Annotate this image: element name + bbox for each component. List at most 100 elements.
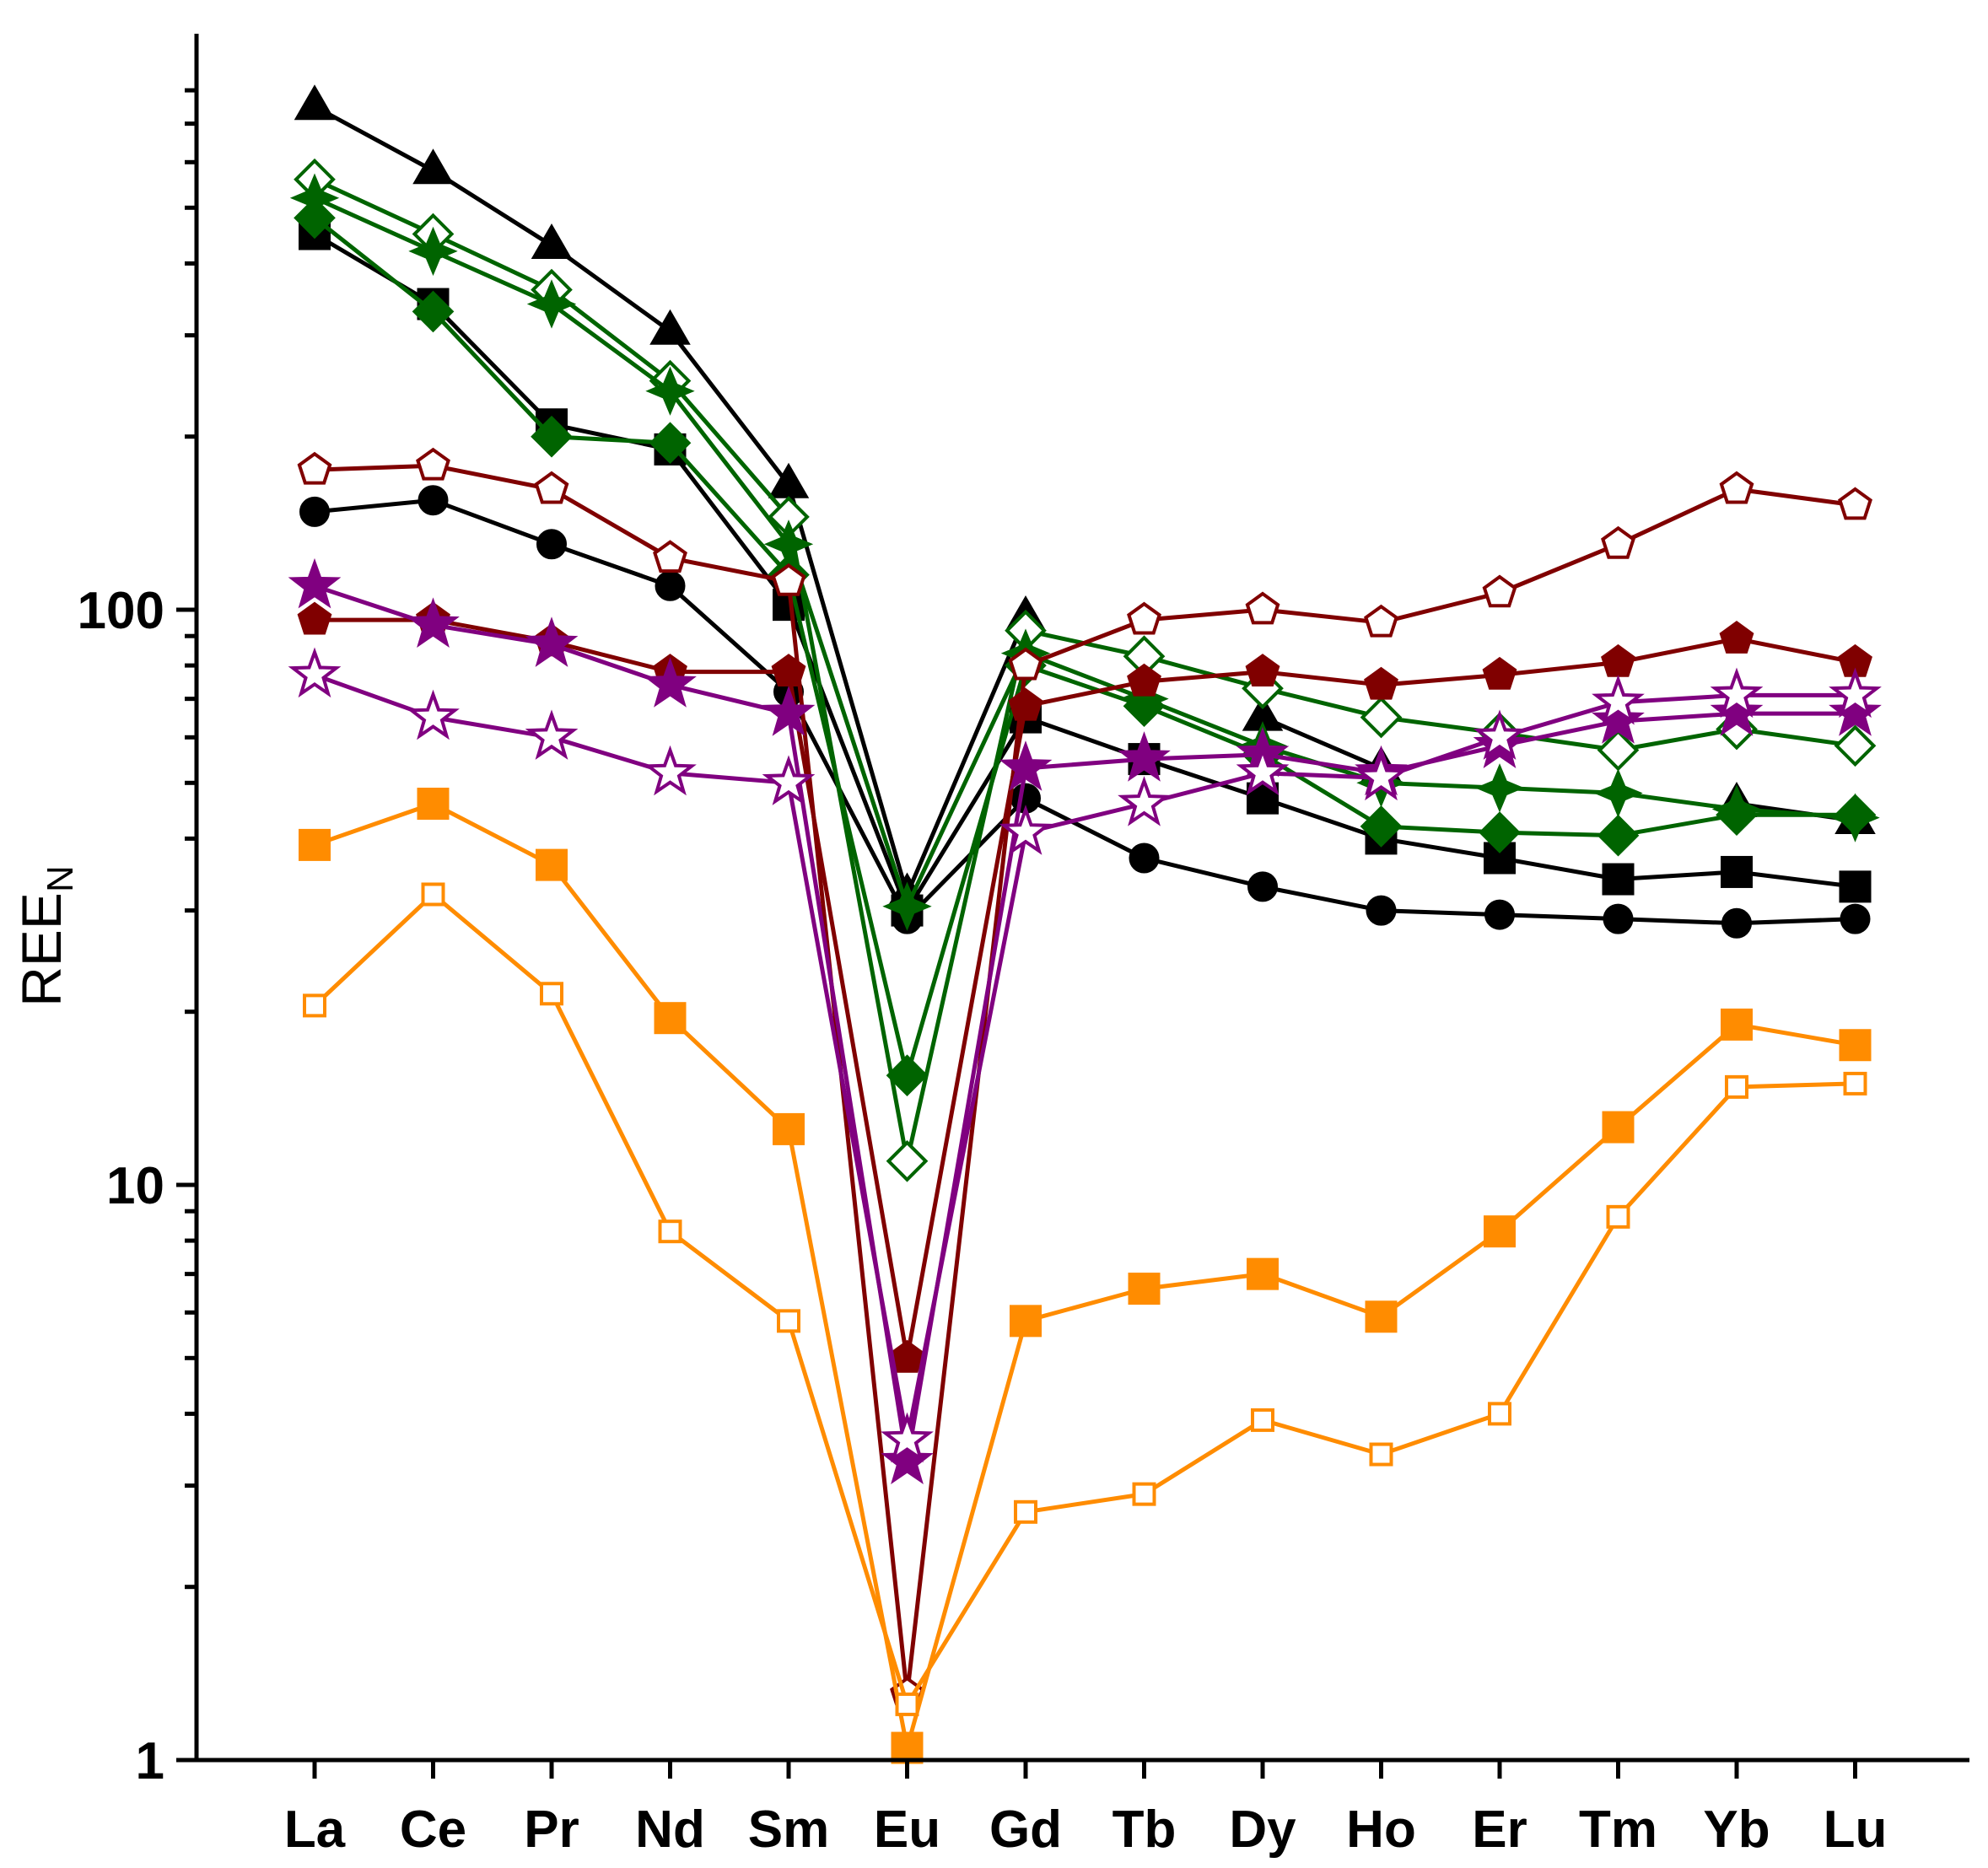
data-point-eu [890, 1339, 924, 1373]
data-point-tb [1127, 663, 1161, 697]
series-1 [294, 84, 1876, 908]
data-point-eu [881, 1434, 934, 1484]
data-point-lu [1838, 487, 1872, 520]
data-point-lu [1839, 870, 1872, 903]
data-point-ho [1369, 1442, 1393, 1467]
series-4 [294, 158, 1877, 1182]
data-point-yb [1725, 1074, 1748, 1099]
data-point-yb [1711, 784, 1762, 834]
data-point-lu [1834, 724, 1877, 767]
data-point-er [1473, 709, 1527, 760]
plot-series [288, 84, 1882, 1764]
data-point-tm [1603, 903, 1634, 934]
data-point-tm [1592, 674, 1645, 725]
data-point-ho [1360, 696, 1403, 739]
data-point-eu [895, 1692, 919, 1716]
data-point-dy [1236, 745, 1290, 796]
data-point-lu [1840, 903, 1871, 934]
x-tick-label-eu: Eu [874, 1801, 940, 1859]
x-tick-label-la: La [284, 1801, 346, 1859]
data-point-yb [1710, 686, 1764, 736]
y-axis-title-main: REE [10, 892, 73, 1007]
x-tick-label-sm: Sm [748, 1801, 829, 1859]
data-point-tb [1129, 842, 1160, 874]
x-axis: La Ce Pr Nd Sm Eu Gd Tb Dy Ho Er Tm Yb Lu [197, 1758, 1969, 1859]
data-point-ho [1364, 666, 1398, 700]
data-point-nd [649, 309, 691, 345]
y-axis-title: REEN [10, 865, 81, 1007]
data-point-er [1482, 574, 1517, 608]
series-line [1262, 715, 1382, 771]
data-point-tm [1597, 814, 1640, 857]
data-point-ho [1365, 1300, 1398, 1333]
series-line [314, 498, 1856, 926]
data-point-ce [417, 787, 450, 820]
data-point-er [1474, 763, 1525, 813]
data-point-eu [886, 1054, 929, 1097]
data-point-ce [407, 689, 460, 740]
data-point-yb [1710, 667, 1764, 719]
series-line [313, 232, 1856, 913]
data-point-tb [1118, 731, 1171, 782]
data-point-sm [762, 755, 816, 805]
data-point-eu [881, 1412, 934, 1463]
data-point-pr [534, 471, 569, 504]
data-point-tm [1606, 1204, 1630, 1229]
data-point-dy [1247, 1257, 1279, 1290]
series-5 [294, 196, 1877, 1097]
data-point-yb [1719, 621, 1754, 654]
data-point-yb [1721, 855, 1753, 888]
data-point-eu [891, 1731, 924, 1764]
data-point-lu [1829, 686, 1882, 736]
x-tick-label-ho: Ho [1346, 1801, 1416, 1859]
data-point-gd [999, 805, 1053, 855]
data-point-tb [1132, 1482, 1156, 1506]
data-point-gd [999, 740, 1053, 791]
data-point-er [1484, 1215, 1516, 1248]
data-point-ce [416, 447, 450, 481]
y-tick-label-1: 1 [136, 1732, 164, 1790]
data-point-er [1484, 899, 1515, 930]
data-point-pr [531, 415, 573, 458]
data-point-yb [1721, 907, 1752, 939]
data-point-ce [407, 597, 460, 649]
data-point-tm [1601, 525, 1635, 559]
data-point-nd [644, 745, 697, 796]
series-line [314, 463, 1856, 1697]
series-10 [288, 647, 1882, 1463]
data-point-yb [1721, 1008, 1753, 1041]
data-point-sm [771, 654, 806, 686]
data-point-lu [1829, 667, 1882, 719]
data-point-pr [531, 223, 573, 259]
data-point-sm [762, 686, 816, 736]
data-point-lu [1839, 1029, 1872, 1062]
data-point-tm [1593, 768, 1643, 818]
x-tick-label-gd: Gd [989, 1801, 1062, 1859]
y-tick-label-100: 100 [78, 582, 164, 640]
series-3 [299, 485, 1871, 939]
x-tick-label-nd: Nd [635, 1801, 705, 1859]
y-axis-title-sub: N [40, 865, 81, 892]
data-point-pr [525, 616, 579, 667]
data-point-nd [654, 1002, 687, 1035]
data-point-sm [777, 1309, 800, 1333]
series-line [315, 617, 1856, 1360]
series-12 [303, 882, 1867, 1716]
data-point-tm [1601, 643, 1635, 677]
data-point-tm [1602, 1111, 1635, 1144]
data-point-gd [1010, 1305, 1042, 1338]
data-point-dy [1245, 654, 1280, 686]
data-point-tb [1128, 1273, 1161, 1305]
data-point-la [297, 451, 332, 485]
data-point-pr [540, 982, 563, 1006]
series-line [313, 892, 1856, 1707]
data-point-sm [773, 1112, 805, 1145]
x-tick-label-ce: Ce [400, 1801, 466, 1859]
data-point-dy [1247, 871, 1278, 902]
x-tick-label-yb: Yb [1703, 1801, 1770, 1859]
data-point-er [1479, 811, 1521, 853]
data-point-nd [649, 422, 692, 465]
data-point-dy [1245, 591, 1280, 625]
data-point-gd [1008, 687, 1043, 721]
data-point-tm [1602, 863, 1635, 896]
